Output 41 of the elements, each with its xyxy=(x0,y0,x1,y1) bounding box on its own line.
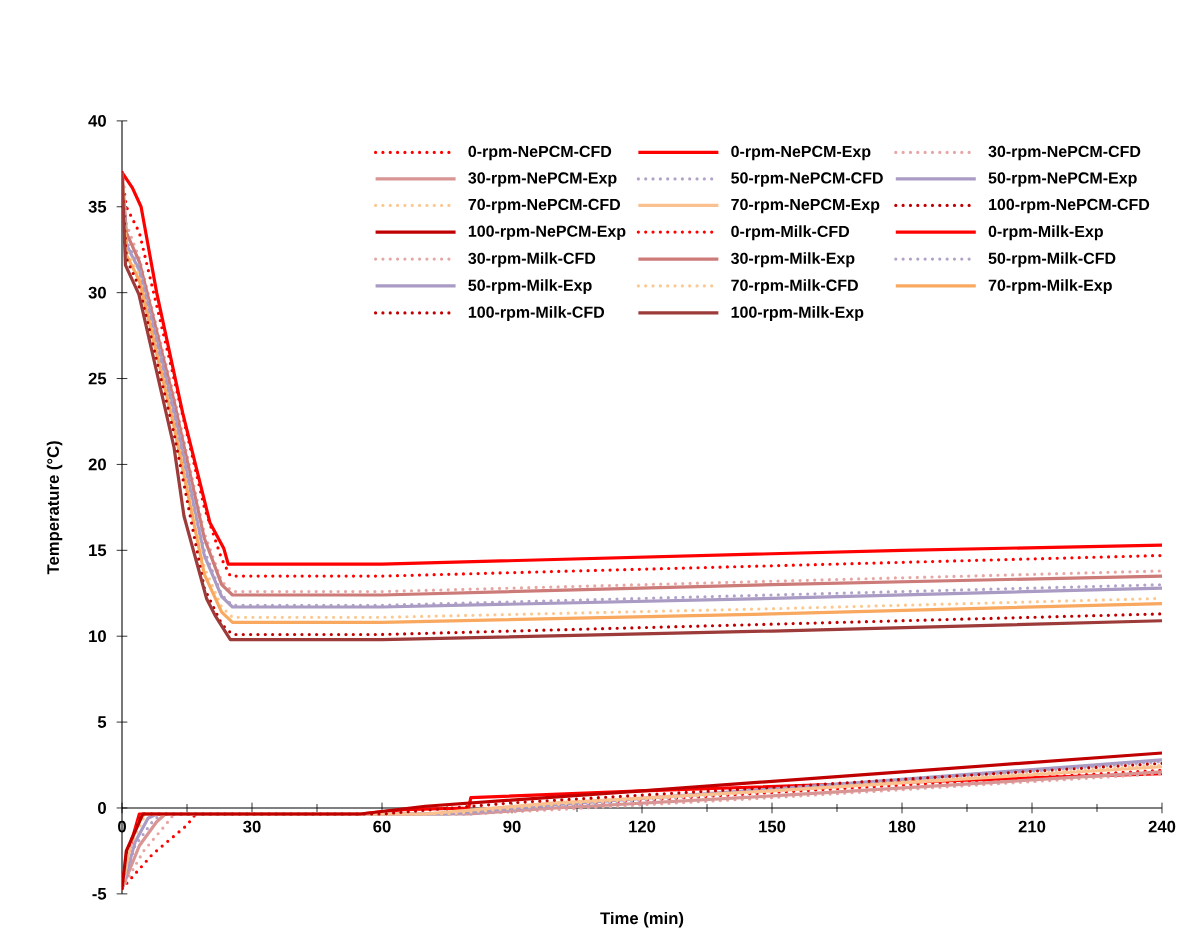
x-tick-label: 90 xyxy=(503,820,521,833)
y-tick-label: 35 xyxy=(88,200,107,213)
legend-label: 50-rpm-NePCM-CFD xyxy=(731,172,883,187)
legend-label: 70-rpm-Milk-CFD xyxy=(731,279,858,295)
y-tick-label: -5 xyxy=(92,888,107,900)
legend-label: 70-rpm-NePCM-Exp xyxy=(731,198,880,214)
y-tick-label: 5 xyxy=(97,716,107,728)
legend-label: 30-rpm-Milk-CFD xyxy=(468,252,596,268)
legend-label: 30-rpm-NePCM-CFD xyxy=(988,145,1141,161)
legend-label: 100-rpm-NePCM-Exp xyxy=(468,225,626,241)
legend-label: 30-rpm-NePCM-Exp xyxy=(468,172,617,187)
y-tick-label: 40 xyxy=(88,115,106,127)
y-tick-label: 10 xyxy=(89,630,106,643)
legend-label: 100-rpm-Milk-CFD xyxy=(468,306,605,322)
x-tick-label: 210 xyxy=(1018,820,1046,833)
y-axis-title: Temperature (°C) xyxy=(46,441,63,575)
legend-label: 0-rpm-NePCM-Exp xyxy=(731,145,871,161)
legend-label: 70-rpm-NePCM-CFD xyxy=(468,198,621,214)
y-tick-label: 25 xyxy=(88,372,107,385)
legend-label: 100-rpm-NePCM-CFD xyxy=(989,198,1150,214)
y-tick-label: 0 xyxy=(98,802,106,814)
legend-label: 0-rpm-NePCM-CFD xyxy=(468,145,612,161)
x-tick-label: 60 xyxy=(373,820,391,833)
x-tick-label: 30 xyxy=(243,820,261,833)
legend-label: 0-rpm-Milk-Exp xyxy=(988,225,1103,241)
x-tick-label: 150 xyxy=(759,820,786,833)
legend-label: 50-rpm-Milk-CFD xyxy=(988,252,1116,268)
x-tick-label: 180 xyxy=(889,820,916,833)
y-tick-label: 30 xyxy=(88,286,106,299)
legend-label: 100-rpm-Milk-Exp xyxy=(731,306,864,322)
y-tick-label: 15 xyxy=(89,544,107,557)
x-tick-label: 240 xyxy=(1148,820,1176,833)
x-tick-label: 120 xyxy=(629,820,656,833)
x-tick-label: 0 xyxy=(118,820,126,833)
legend-label: 50-rpm-NePCM-Exp xyxy=(988,172,1137,187)
y-tick-label: 20 xyxy=(88,458,106,471)
legend-label: 50-rpm-Milk-Exp xyxy=(468,279,592,295)
legend-label: 30-rpm-Milk-Exp xyxy=(731,252,855,268)
x-axis-title: Time (min) xyxy=(600,911,684,928)
legend-label: 70-rpm-Milk-Exp xyxy=(988,279,1112,295)
legend-label: 0-rpm-Milk-CFD xyxy=(731,225,850,241)
